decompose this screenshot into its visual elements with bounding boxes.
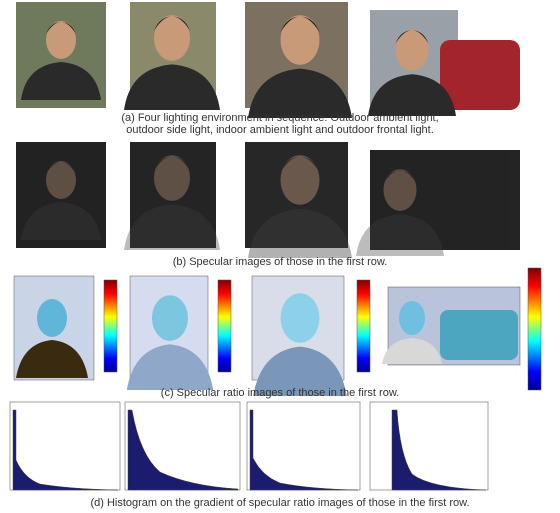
caption-a-line1: (a) Four lighting environment in sequenc… xyxy=(121,112,438,124)
caption-a-line2: outdoor side light, indoor ambient light… xyxy=(126,124,434,136)
row-a-photos xyxy=(16,2,520,118)
figure: (a) Four lighting environment in sequenc… xyxy=(0,0,560,513)
caption-d: (d) Histogram on the gradient of specula… xyxy=(90,497,469,509)
row-c-images xyxy=(14,268,541,396)
caption-b: (b) Specular images of those in the firs… xyxy=(173,256,388,268)
row-b-photos xyxy=(16,142,520,258)
caption-c: (c) Specular ratio images of those in th… xyxy=(161,387,399,399)
row-d-histograms xyxy=(10,402,488,490)
